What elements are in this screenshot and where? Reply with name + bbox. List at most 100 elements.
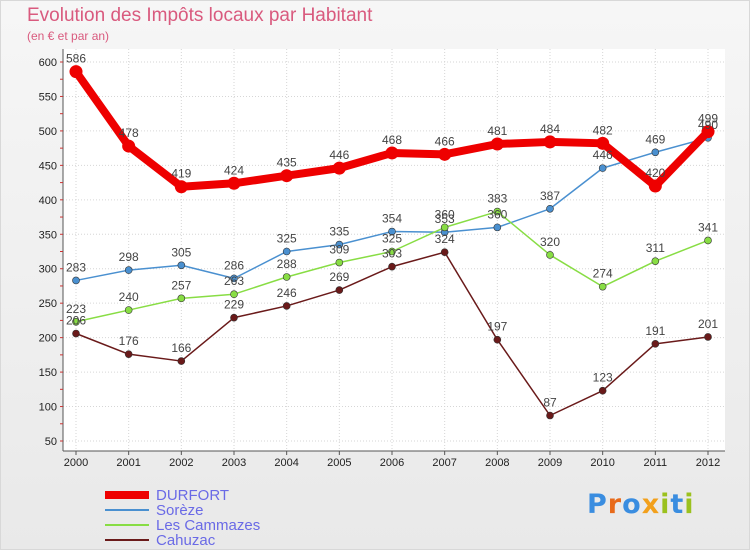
axes: 50 100 150 200 250 300 350 400 450 500 550 600 2000 2… xyxy=(39,49,725,469)
data-label-durfort: 482 xyxy=(593,123,613,137)
data-label-soreze: 325 xyxy=(277,232,297,246)
series-lines xyxy=(69,65,715,420)
legend-label-durfort: DURFORT xyxy=(156,487,229,504)
proxiti-logo: Proxiti xyxy=(587,489,695,520)
data-label-soreze: 446 xyxy=(593,148,613,162)
y-tick-label: 450 xyxy=(39,160,57,172)
data-point-les-cammazes xyxy=(546,251,554,259)
y-tick-label: 550 xyxy=(39,91,57,103)
data-label-les-cammazes: 288 xyxy=(277,257,297,271)
y-tick-label: 250 xyxy=(39,298,57,310)
data-point-durfort xyxy=(490,137,504,151)
data-point-les-cammazes xyxy=(282,273,291,281)
data-point-cahuzac xyxy=(72,329,80,338)
data-point-soreze xyxy=(335,240,344,249)
y-tick-label: 200 xyxy=(39,333,57,345)
logo-letter: P xyxy=(587,489,608,520)
data-label-durfort: 466 xyxy=(435,134,455,148)
data-point-cahuzac xyxy=(493,335,502,344)
y-tick-label: 500 xyxy=(39,126,57,138)
data-point-cahuzac xyxy=(335,286,344,294)
logo-letter: i xyxy=(684,489,695,520)
data-label-durfort: 419 xyxy=(171,167,191,181)
data-label-durfort: 481 xyxy=(487,124,507,138)
x-tick-label: 2006 xyxy=(380,457,404,469)
data-point-cahuzac xyxy=(282,302,291,310)
y-tick-label: 350 xyxy=(39,229,57,241)
data-label-cahuzac: 176 xyxy=(119,334,139,348)
data-point-durfort xyxy=(648,179,662,193)
data-point-les-cammazes xyxy=(72,317,80,326)
x-tick-label: 2005 xyxy=(327,457,351,469)
data-label-soreze: 353 xyxy=(435,212,455,226)
data-label-cahuzac: 87 xyxy=(543,396,557,410)
data-label-soreze: 360 xyxy=(487,207,507,221)
data-label-les-cammazes: 240 xyxy=(119,290,139,304)
data-point-les-cammazes xyxy=(388,247,396,256)
data-labels: 586 478 419 424 435 446 468 466 481 484 482 420 499 2… xyxy=(66,52,718,410)
data-point-durfort xyxy=(69,65,83,79)
data-label-cahuzac: 324 xyxy=(435,232,455,246)
data-point-soreze xyxy=(546,204,554,213)
data-label-durfort: 446 xyxy=(329,148,349,162)
logo-letter: x xyxy=(641,489,661,520)
data-point-soreze xyxy=(177,261,186,270)
x-tick-label: 2012 xyxy=(696,457,720,469)
data-point-durfort xyxy=(543,135,557,149)
data-label-les-cammazes: 274 xyxy=(593,267,613,281)
x-tick-label: 2011 xyxy=(644,457,668,469)
y-tick-label: 300 xyxy=(39,264,57,276)
data-point-cahuzac xyxy=(546,411,554,420)
data-label-soreze: 469 xyxy=(645,132,665,146)
x-tick-label: 2009 xyxy=(538,457,562,469)
data-label-les-cammazes: 341 xyxy=(698,220,718,234)
logo-letter: r xyxy=(607,489,623,520)
data-label-cahuzac: 206 xyxy=(66,314,86,328)
data-label-cahuzac: 269 xyxy=(329,270,349,284)
y-tick-label: 100 xyxy=(39,402,57,414)
data-label-les-cammazes: 383 xyxy=(487,192,507,206)
data-label-durfort: 468 xyxy=(382,133,402,147)
data-label-les-cammazes: 360 xyxy=(435,207,455,221)
data-point-les-cammazes xyxy=(651,257,660,265)
data-label-durfort: 484 xyxy=(540,122,560,136)
data-label-cahuzac: 201 xyxy=(698,317,718,331)
data-label-durfort: 499 xyxy=(698,112,718,126)
data-label-soreze: 490 xyxy=(698,118,718,132)
data-point-soreze xyxy=(598,164,607,172)
data-point-cahuzac xyxy=(177,357,186,365)
y-tick-label: 600 xyxy=(39,57,57,69)
legend-label-cahuzac: Cahuzac xyxy=(156,532,216,549)
x-tick-label: 2002 xyxy=(169,457,193,469)
data-point-les-cammazes xyxy=(124,306,133,314)
data-point-soreze xyxy=(124,266,133,274)
data-label-durfort: 586 xyxy=(66,52,86,66)
data-label-durfort: 435 xyxy=(277,156,297,170)
chart-subtitle: (en € et par an) xyxy=(27,29,110,43)
y-tick-label: 50 xyxy=(45,436,57,448)
data-label-cahuzac: 303 xyxy=(382,247,402,261)
data-label-soreze: 286 xyxy=(224,258,244,272)
data-point-cahuzac xyxy=(124,350,133,358)
data-point-durfort xyxy=(122,139,136,153)
data-label-les-cammazes: 320 xyxy=(540,235,560,249)
data-point-durfort xyxy=(385,146,399,160)
data-label-cahuzac: 123 xyxy=(593,371,613,385)
data-point-les-cammazes xyxy=(335,258,344,267)
data-label-soreze: 335 xyxy=(329,225,349,239)
data-point-durfort xyxy=(438,147,452,161)
data-point-durfort xyxy=(280,169,294,183)
logo-letter: o xyxy=(622,489,642,520)
x-tick-label: 2010 xyxy=(590,457,614,469)
data-label-durfort: 478 xyxy=(119,126,139,140)
data-point-cahuzac xyxy=(388,262,396,271)
data-label-les-cammazes: 325 xyxy=(382,232,402,246)
data-point-les-cammazes xyxy=(493,207,502,216)
x-tick-label: 2001 xyxy=(116,457,140,469)
data-point-durfort xyxy=(596,136,610,150)
data-point-les-cammazes xyxy=(598,282,607,291)
data-point-durfort xyxy=(332,161,346,175)
chart-title: Evolution des Impôts locaux par Habitant xyxy=(27,5,373,26)
